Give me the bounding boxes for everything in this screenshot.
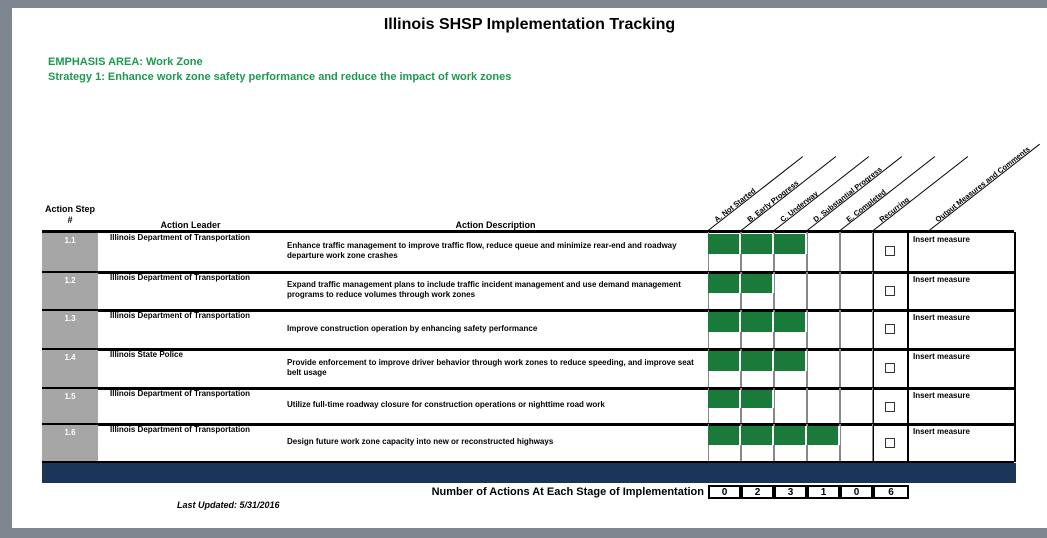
stage-cell xyxy=(807,310,840,349)
table-rule xyxy=(42,271,1014,274)
stage-cell xyxy=(840,232,873,272)
output-border xyxy=(1014,310,1016,349)
table-rule xyxy=(42,423,1014,426)
stage-cell xyxy=(807,232,840,272)
stage-cell xyxy=(807,388,840,424)
description-cell: Design future work zone capacity into ne… xyxy=(287,437,554,446)
leader-cell: Illinois Department of Transportation xyxy=(110,233,251,242)
table-rule xyxy=(42,348,1014,351)
output-border xyxy=(1014,232,1016,272)
step-cell: 1.3 xyxy=(42,311,98,348)
description-cell: Utilize full-time roadway closure for co… xyxy=(287,400,605,409)
step-cell: 1.6 xyxy=(42,425,98,461)
total-cell: 2 xyxy=(741,485,774,499)
stage-cell xyxy=(840,388,873,424)
progress-bar xyxy=(708,312,807,332)
output-cell: Insert measure xyxy=(913,275,970,284)
recurring-checkbox xyxy=(885,246,895,256)
leader-cell: Illinois State Police xyxy=(110,350,183,359)
output-border xyxy=(1014,388,1016,424)
description-cell: Enhance traffic management to improve tr… xyxy=(287,241,677,260)
output-cell: Insert measure xyxy=(913,235,970,244)
step-cell: 1.4 xyxy=(42,350,98,387)
totals-label: Number of Actions At Each Stage of Imple… xyxy=(431,486,704,498)
step-cell: 1.2 xyxy=(42,273,98,309)
recurring-border xyxy=(873,424,909,462)
emphasis: EMPHASIS AREA: Work Zone xyxy=(48,56,203,68)
title: Illinois SHSP Implementation Tracking xyxy=(383,16,676,33)
total-cell: 0 xyxy=(840,485,873,499)
recurring-border xyxy=(873,232,909,272)
step-cell: 1.5 xyxy=(42,389,98,423)
stage-header: Output Measures and Comments xyxy=(933,144,1032,224)
progress-bar xyxy=(708,351,807,371)
recurring-border xyxy=(873,310,909,349)
output-cell: Insert measure xyxy=(913,352,970,361)
stage-cell xyxy=(840,272,873,310)
recurring-border xyxy=(873,388,909,424)
output-cell: Insert measure xyxy=(913,313,970,322)
stage-cell xyxy=(840,424,873,462)
step-cell: 1.1 xyxy=(42,233,98,271)
strategy: Strategy 1: Enhance work zone safety per… xyxy=(48,71,512,83)
table-rule xyxy=(42,230,1014,233)
output-cell: Insert measure xyxy=(913,391,970,400)
leader-cell: Illinois Department of Transportation xyxy=(110,425,251,434)
leader-cell: Illinois Department of Transportation xyxy=(110,311,251,320)
total-cell: 6 xyxy=(873,485,909,499)
stage-cell xyxy=(774,388,807,424)
recurring-checkbox xyxy=(885,286,895,296)
output-border xyxy=(1014,349,1016,388)
recurring-checkbox xyxy=(885,438,895,448)
paper: Illinois SHSP Implementation Tracking EM… xyxy=(12,8,1047,528)
recurring-border xyxy=(873,272,909,310)
stage-header: Recurring xyxy=(877,195,911,224)
table-rule xyxy=(42,461,1014,464)
recurring-border xyxy=(873,349,909,388)
total-cell: 0 xyxy=(708,485,741,499)
description-cell: Expand traffic management plans to inclu… xyxy=(287,280,681,299)
leader-cell: Illinois Department of Transportation xyxy=(110,273,251,282)
stage-cell xyxy=(840,310,873,349)
output-border xyxy=(1014,272,1016,310)
recurring-checkbox xyxy=(885,402,895,412)
progress-bar xyxy=(708,234,807,254)
total-cell: 3 xyxy=(774,485,807,499)
progress-bar xyxy=(708,274,774,293)
stage-cell xyxy=(807,349,840,388)
output-cell: Insert measure xyxy=(913,427,970,436)
leader-header: Action Leader xyxy=(160,220,221,230)
navy-band xyxy=(42,463,1016,483)
description-header: Action Description xyxy=(455,220,536,230)
recurring-checkbox xyxy=(885,363,895,373)
description-cell: Improve construction operation by enhanc… xyxy=(287,323,538,333)
table-rule xyxy=(42,309,1014,312)
last-updated: Last Updated: 5/31/2016 xyxy=(177,500,280,510)
table-rule xyxy=(42,387,1014,390)
step-header: Action Step # xyxy=(44,204,95,225)
total-cell: 1 xyxy=(807,485,840,499)
output-border xyxy=(1014,424,1016,462)
recurring-checkbox xyxy=(885,324,895,334)
progress-bar xyxy=(708,426,840,445)
progress-bar xyxy=(708,390,774,408)
stage-cell xyxy=(840,349,873,388)
stage-cell xyxy=(807,272,840,310)
description-cell: Provide enforcement to improve driver be… xyxy=(287,357,694,377)
leader-cell: Illinois Department of Transportation xyxy=(110,389,251,398)
stage-cell xyxy=(774,272,807,310)
